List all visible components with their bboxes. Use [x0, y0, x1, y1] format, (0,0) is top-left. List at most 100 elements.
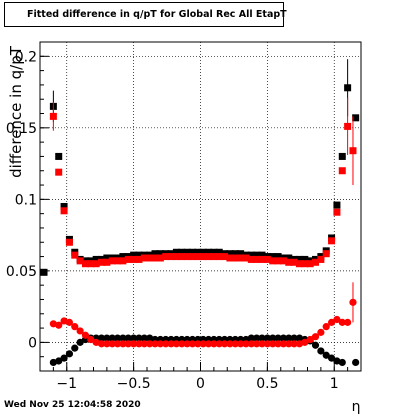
data-point-square [172, 253, 180, 261]
data-point-square [151, 250, 159, 258]
data-point-circle [194, 340, 202, 348]
data-point-square [312, 258, 320, 266]
data-point-square [221, 253, 229, 261]
data-point-circle [285, 334, 293, 342]
data-point-circle [247, 334, 255, 342]
data-point-square [119, 253, 127, 261]
data-point-circle [167, 340, 175, 348]
data-point-circle [306, 335, 314, 344]
data-point-circle [274, 334, 282, 342]
data-point-circle [263, 340, 271, 348]
data-point-circle [290, 334, 298, 342]
data-point-circle [285, 340, 293, 348]
data-point-square [76, 257, 84, 265]
y-tick-label: 0 [28, 335, 37, 351]
data-point-circle [279, 334, 288, 342]
data-point-circle [226, 340, 234, 348]
data-point-square [226, 250, 234, 258]
data-point-square [167, 253, 175, 261]
data-point-square [295, 260, 303, 268]
data-point-circle [97, 334, 106, 342]
data-point-square [135, 255, 143, 263]
timestamp: Wed Nov 25 12:04:58 2020 [4, 400, 141, 410]
data-point-square [103, 258, 111, 266]
data-point-circle [269, 334, 277, 342]
data-point-circle [156, 340, 164, 348]
x-tick-label: −0.5 [117, 376, 151, 392]
data-point-square [338, 152, 346, 160]
data-point-square [49, 112, 57, 120]
data-point-circle [322, 323, 330, 331]
data-point-square [194, 248, 202, 256]
data-point-circle [274, 340, 282, 348]
data-point-square [55, 168, 63, 176]
data-point-square [178, 248, 186, 256]
data-point-circle [237, 340, 245, 348]
data-point-circle [87, 335, 95, 344]
data-point-square [81, 260, 89, 268]
data-point-square [124, 255, 132, 263]
data-point-circle [253, 340, 261, 348]
data-point-square [333, 201, 341, 209]
data-point-circle [113, 334, 122, 342]
data-point-square [285, 254, 293, 262]
data-point-circle [119, 334, 127, 342]
data-point-circle [108, 334, 116, 342]
data-point-square [87, 260, 95, 268]
data-point-square [183, 253, 191, 261]
data-point-square [215, 248, 223, 256]
data-point-circle [135, 340, 143, 348]
data-point-circle [55, 357, 63, 365]
x-tick-label: 0.5 [256, 376, 278, 392]
data-point-square [60, 203, 68, 210]
data-point-circle [338, 318, 346, 326]
data-point-circle [55, 321, 63, 329]
data-point-square [188, 248, 196, 256]
data-point-square [231, 254, 239, 262]
data-point-circle [301, 338, 309, 346]
data-point-circle [81, 331, 90, 339]
data-point-circle [311, 333, 320, 341]
data-point-square [210, 248, 218, 256]
data-point-circle [183, 340, 191, 348]
data-point-circle [130, 334, 138, 342]
data-point-square [285, 258, 293, 266]
data-point-circle [103, 334, 111, 342]
data-point-circle [65, 350, 74, 358]
data-point-square [247, 255, 255, 263]
data-point-circle [199, 340, 207, 348]
data-point-square [210, 253, 218, 261]
data-point-square [253, 251, 261, 259]
data-point-square [237, 254, 245, 262]
data-point-square [269, 253, 277, 261]
data-point-circle [327, 318, 336, 326]
data-point-square [322, 250, 330, 258]
data-point-square [306, 260, 314, 268]
data-point-circle [333, 315, 341, 324]
data-point-square [178, 253, 186, 261]
data-point-square [92, 255, 100, 263]
data-point-square [328, 237, 336, 245]
data-point-square [199, 248, 207, 256]
data-point-square [301, 255, 309, 263]
data-point-square [333, 208, 341, 216]
data-point-circle [231, 340, 239, 348]
data-point-square [71, 251, 79, 259]
data-point-circle [338, 358, 346, 367]
data-point-square [40, 268, 48, 276]
data-point-circle [135, 334, 143, 342]
data-point-square [65, 238, 73, 246]
data-point-square [92, 260, 100, 268]
data-point-circle [162, 340, 170, 348]
data-point-square [352, 114, 360, 122]
data-point-square [279, 257, 287, 265]
data-point-circle [258, 340, 266, 348]
data-point-circle [220, 340, 229, 348]
data-point-square [172, 248, 180, 256]
x-tick-label: 0 [196, 376, 205, 392]
data-point-circle [65, 318, 74, 326]
data-point-circle [210, 340, 218, 348]
data-point-square [183, 248, 191, 256]
